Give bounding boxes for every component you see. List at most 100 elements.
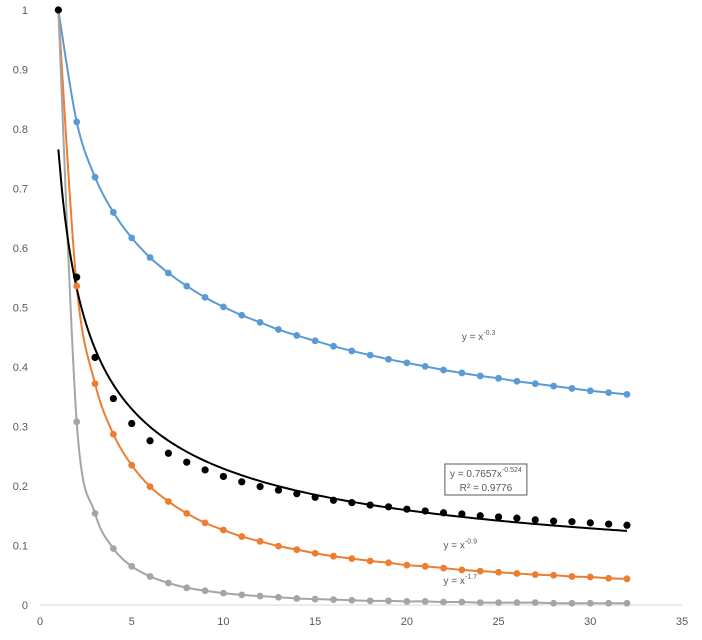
series-2-equation-exponent: -0.9 <box>465 538 477 545</box>
series-4-point <box>403 505 411 513</box>
series-4-point <box>439 509 448 517</box>
series-3-point <box>476 599 484 607</box>
series-1-point <box>91 173 99 181</box>
series-3-point <box>183 584 191 592</box>
series-2-point <box>201 519 209 527</box>
series-2-point <box>366 557 374 565</box>
series-1-point <box>421 363 429 370</box>
series-4-point <box>623 521 631 529</box>
series-2-equation-label: y = x-0.9 <box>444 538 478 551</box>
series-2-point <box>531 571 539 579</box>
series-1-point <box>476 372 484 380</box>
series-4-point <box>329 496 338 504</box>
x-tick-label: 5 <box>129 616 135 628</box>
series-3-point <box>220 589 227 597</box>
x-tick-label: 35 <box>676 616 688 628</box>
series-3-point <box>440 598 447 606</box>
series-1-point <box>440 366 447 374</box>
series-2-point <box>513 570 521 577</box>
y-tick-label: 0.7 <box>13 184 28 196</box>
series-2-line <box>57 9 628 580</box>
series-1-point <box>568 385 576 392</box>
series-2-point <box>73 282 81 290</box>
series-4-point <box>146 437 154 445</box>
trendline-equation-exponent: -0.524 <box>502 467 522 474</box>
series-2-point <box>348 555 356 562</box>
y-tick-label: 0.1 <box>13 541 28 553</box>
series-4-point <box>458 510 466 518</box>
series-1-point <box>348 347 356 355</box>
series-4-point <box>293 490 301 498</box>
series-4-point <box>384 503 393 511</box>
series-2-point <box>146 483 154 490</box>
trendline-layer <box>57 149 628 532</box>
series-1-point <box>128 234 136 242</box>
series-3-point <box>421 598 429 605</box>
series-3-point <box>73 418 81 426</box>
trendline-r-squared: R² = 0.9776 <box>460 483 513 494</box>
series-4-point <box>550 517 558 525</box>
series-4-point <box>605 520 613 528</box>
series-3-point <box>623 599 631 607</box>
y-tick-label: 0.6 <box>13 243 28 255</box>
series-1-point <box>513 377 521 385</box>
series-2-point <box>550 571 557 579</box>
y-tick-label: 0 <box>22 600 28 612</box>
series-4-point <box>366 501 374 509</box>
series-4-point <box>274 486 283 494</box>
series-1-point <box>385 355 392 363</box>
series-3-point <box>531 599 539 607</box>
series-2-point <box>275 542 282 550</box>
series-1-point <box>293 332 301 339</box>
series-3-point <box>550 599 557 607</box>
series-1-point <box>73 118 81 126</box>
series-2-point <box>605 574 613 582</box>
series-3-point <box>109 545 117 552</box>
series-3-point <box>458 598 466 606</box>
series-4-point <box>164 449 172 457</box>
series-1-point <box>165 269 172 277</box>
series-1-point <box>586 387 594 395</box>
series-4-point <box>73 273 81 281</box>
series-3-point <box>311 595 319 603</box>
x-tick-label: 15 <box>309 616 321 628</box>
series-1-point <box>238 311 246 319</box>
series-1-point <box>550 382 557 390</box>
series-1-point <box>220 303 227 311</box>
series-1-line <box>57 9 628 396</box>
trendline-equation-base: y = 0.7657x <box>450 469 502 480</box>
series-1-point <box>275 326 282 333</box>
series-1-point <box>458 369 466 377</box>
series-1-point <box>366 351 374 359</box>
series-3-point <box>238 591 246 599</box>
x-tick-label: 20 <box>401 616 413 628</box>
series-1-point <box>495 374 502 382</box>
series-2-point <box>256 537 264 545</box>
series-4-point <box>348 499 356 507</box>
annotations: y = x-0.3 y = x-0.9 y = x-1.7 y = 0.7657… <box>444 330 528 587</box>
series-3-point <box>201 587 209 595</box>
series-4-point <box>513 514 521 522</box>
series-2-point <box>293 546 301 554</box>
series-3-point <box>605 599 613 607</box>
series-2-point <box>109 430 117 438</box>
series-3-point <box>146 573 154 580</box>
series-4-point <box>201 466 209 474</box>
x-tick-label: 30 <box>584 616 596 628</box>
series-4-point <box>183 458 191 466</box>
trendline-equation-box: y = 0.7657x-0.524 R² = 0.9776 <box>444 463 528 496</box>
series-1-point <box>183 282 191 290</box>
series-1-point <box>146 254 154 261</box>
series-1-point <box>109 208 117 216</box>
series-2-point <box>91 380 99 388</box>
series-1-point <box>256 318 264 326</box>
series-3-point <box>275 593 282 601</box>
series-2-equation-base: y = x <box>444 540 465 551</box>
x-axis-tick-labels: 0 5 10 15 20 25 30 35 <box>37 616 688 628</box>
series-2-point <box>220 526 227 534</box>
series-2-point <box>403 561 411 569</box>
series-3-point <box>385 597 392 605</box>
series-4-point <box>586 519 594 527</box>
trendline-curve <box>57 149 628 532</box>
y-axis-tick-labels: 0 0.1 0.2 0.3 0.4 0.5 0.6 0.7 0.8 0.9 1 <box>13 5 28 612</box>
